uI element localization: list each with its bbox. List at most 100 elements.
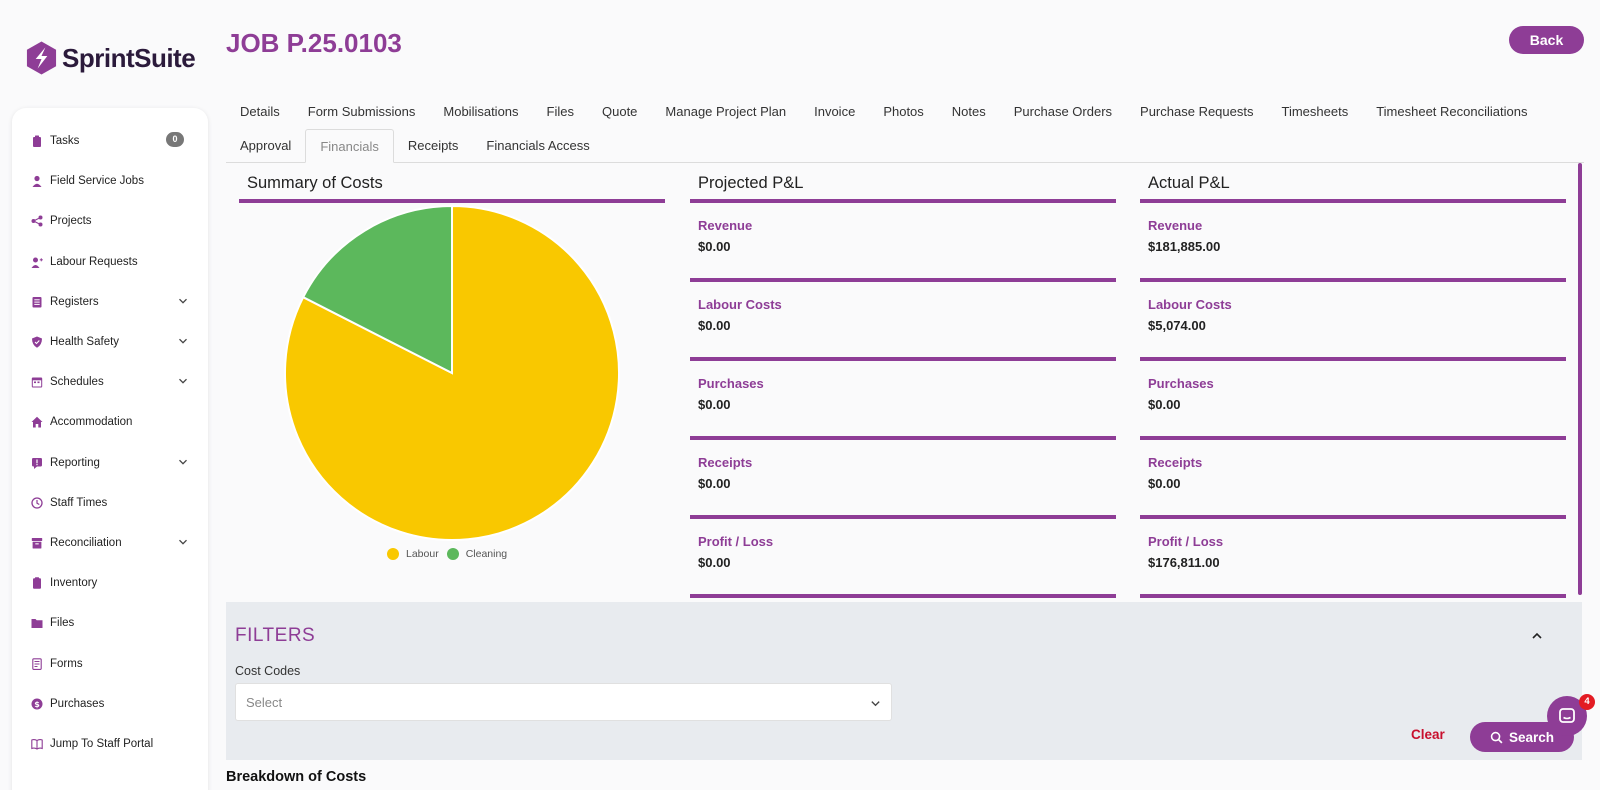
chevron-up-icon[interactable] <box>1531 630 1543 642</box>
sidebar-item-files[interactable]: Files <box>12 603 208 643</box>
breakdown-title: Breakdown of Costs <box>226 769 367 785</box>
projected-pl: Projected P&L Revenue $0.00 Labour Costs $0… <box>690 174 1116 598</box>
tab-mobilisations[interactable]: Mobilisations <box>443 104 519 119</box>
projected-receipts-block: Receipts $0.00 <box>690 436 1116 515</box>
sidebar-item-field-service-jobs[interactable]: Field Service Jobs <box>12 161 208 201</box>
tab-approval[interactable]: Approval <box>240 138 292 153</box>
tab-photos[interactable]: Photos <box>883 104 924 119</box>
pie-slice-cleaning <box>301 204 453 375</box>
cost-codes-placeholder: Select <box>246 694 283 710</box>
tab-invoice[interactable]: Invoice <box>814 104 856 119</box>
job-tabs: Details Form Submissions Mobilisations File… <box>226 95 1584 163</box>
tab-notes[interactable]: Notes <box>951 104 986 119</box>
projected-labour-costs-label: Labour Costs <box>698 297 782 312</box>
sidebar-item-tasks[interactable]: Tasks 0 <box>12 121 208 161</box>
portal-icon <box>31 738 43 750</box>
sidebar-item-inventory[interactable]: Inventory <box>12 563 208 603</box>
chevron-down-icon[interactable] <box>178 376 188 386</box>
sidebar-item-label: Labour Requests <box>50 255 138 268</box>
back-button[interactable]: Back <box>1509 26 1584 54</box>
tab-purchase-orders[interactable]: Purchase Orders <box>1013 104 1113 119</box>
sidebar-item-label: Purchases <box>50 697 105 710</box>
sidebar-item-reporting[interactable]: Reporting <box>12 443 208 483</box>
chevron-down-icon[interactable] <box>178 537 188 547</box>
folder-icon <box>31 617 43 629</box>
sidebar-item-label: Field Service Jobs <box>50 175 144 188</box>
summary-divider <box>239 199 665 203</box>
actual-profit-loss-block: Profit / Loss $176,811.00 <box>1140 515 1566 594</box>
projected-purchases-block: Purchases $0.00 <box>690 357 1116 436</box>
content-scrollbar[interactable] <box>1578 163 1582 595</box>
tab-details[interactable]: Details <box>240 104 280 119</box>
tab-timesheets[interactable]: Timesheets <box>1281 104 1349 119</box>
worker-icon <box>31 175 43 188</box>
sidebar-item-staff-times[interactable]: Staff Times <box>12 483 208 523</box>
sidebar-item-registers[interactable]: Registers <box>12 282 208 322</box>
actual-receipts-value: $0.00 <box>1148 476 1181 491</box>
svg-text:$: $ <box>34 700 40 709</box>
calendar-icon <box>31 376 43 388</box>
clock-icon <box>31 497 43 509</box>
cost-codes-select[interactable]: Select <box>235 683 892 721</box>
sprintsuite-logo[interactable]: SprintSuite <box>25 40 196 76</box>
form-icon <box>31 657 43 670</box>
sidebar-item-schedules[interactable]: Schedules <box>12 362 208 402</box>
actual-profit-loss-label: Profit / Loss <box>1148 534 1224 549</box>
tasks-count-badge: 0 <box>166 132 184 147</box>
user-plus-icon <box>31 256 43 268</box>
projected-pl-title: Projected P&L <box>698 174 804 192</box>
sidebar-item-label: Accommodation <box>50 416 133 429</box>
sidebar-item-reconciliation[interactable]: Reconciliation <box>12 523 208 563</box>
chevron-down-icon[interactable] <box>178 336 188 346</box>
projected-profit-loss-value: $0.00 <box>698 555 731 570</box>
sidebar-item-projects[interactable]: Projects <box>12 201 208 241</box>
legend-label-cleaning: Cleaning <box>465 548 508 560</box>
tab-timesheet-reconciliations[interactable]: Timesheet Reconciliations <box>1376 104 1528 119</box>
actual-labour-costs-value: $5,074.00 <box>1148 318 1206 333</box>
actual-pl-title: Actual P&L <box>1148 174 1230 192</box>
shield-icon <box>31 336 43 348</box>
page-title: JOB P.25.0103 <box>226 28 402 58</box>
sidebar-item-label: Inventory <box>50 577 98 590</box>
tab-form-submissions[interactable]: Form Submissions <box>307 104 416 119</box>
actual-pl: Actual P&L Revenue $181,885.00 Labour Cost… <box>1140 174 1566 598</box>
chevron-down-icon[interactable] <box>178 457 188 467</box>
register-icon <box>31 296 43 308</box>
projected-purchases-value: $0.00 <box>698 397 731 412</box>
sidebar: Tasks 0 Field Service Jobs Projects Labour R… <box>12 108 208 790</box>
projected-labour-costs-value: $0.00 <box>698 318 731 333</box>
chevron-down-icon[interactable] <box>178 296 188 306</box>
tab-receipts[interactable]: Receipts <box>407 138 459 153</box>
sidebar-item-label: Reconciliation <box>50 536 122 549</box>
tab-manage-project-plan[interactable]: Manage Project Plan <box>665 104 787 119</box>
actual-purchases-block: Purchases $0.00 <box>1140 357 1566 436</box>
actual-labour-costs-label: Labour Costs <box>1148 297 1232 312</box>
tab-financials-access[interactable]: Financials Access <box>486 138 590 153</box>
clear-button[interactable]: Clear <box>1411 727 1445 742</box>
tab-files[interactable]: Files <box>546 104 574 119</box>
sidebar-item-health-safety[interactable]: Health Safety <box>12 322 208 362</box>
tab-financials[interactable]: Financials <box>305 129 394 163</box>
sidebar-item-jump-to-staff-portal[interactable]: Jump To Staff Portal <box>12 724 208 764</box>
sidebar-item-labour-requests[interactable]: Labour Requests <box>12 242 208 282</box>
sidebar-item-accommodation[interactable]: Accommodation <box>12 402 208 442</box>
filters-title: FILTERS <box>235 625 316 646</box>
tab-row-1: Details Form Submissions Mobilisations File… <box>226 95 1541 129</box>
tab-quote[interactable]: Quote <box>602 104 638 119</box>
sidebar-item-label: Forms <box>50 657 83 670</box>
summary-title: Summary of Costs <box>247 174 383 192</box>
projected-profit-loss-block: Profit / Loss $0.00 <box>690 515 1116 594</box>
tab-purchase-requests[interactable]: Purchase Requests <box>1140 104 1254 119</box>
sidebar-item-label: Reporting <box>50 456 100 469</box>
actual-purchases-label: Purchases <box>1148 376 1214 391</box>
sidebar-item-label: Tasks <box>50 135 80 148</box>
sidebar-item-purchases[interactable]: $ Purchases <box>12 684 208 724</box>
sidebar-item-forms[interactable]: Forms <box>12 643 208 683</box>
logo-text: SprintSuite <box>62 42 196 73</box>
share-icon <box>31 215 43 227</box>
actual-receipts-block: Receipts $0.00 <box>1140 436 1566 515</box>
projected-revenue-block: Revenue $0.00 <box>690 199 1116 278</box>
actual-revenue-block: Revenue $181,885.00 <box>1140 199 1566 278</box>
projected-receipts-value: $0.00 <box>698 476 731 491</box>
actual-profit-loss-value: $176,811.00 <box>1148 555 1220 570</box>
